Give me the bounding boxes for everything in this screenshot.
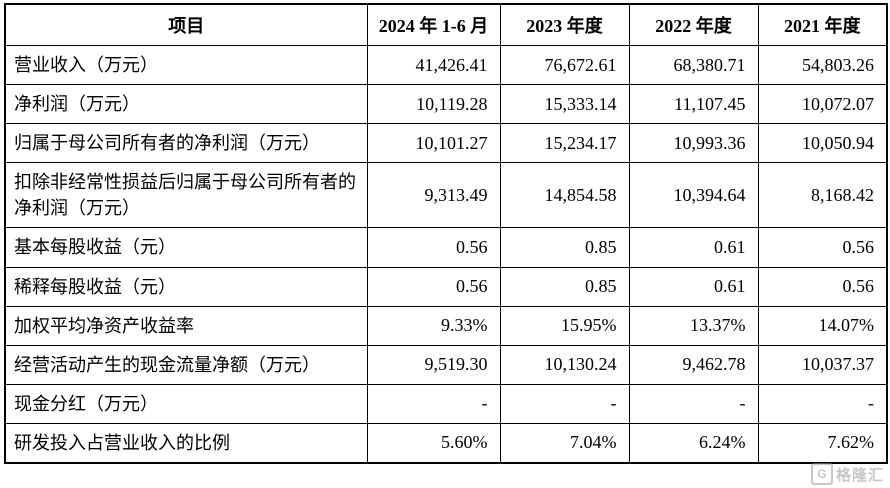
cell-value: 14.07% — [757, 305, 888, 346]
cell-value: - — [628, 383, 759, 424]
table-row: 归属于母公司所有者的净利润（万元） 10,101.27 15,234.17 10… — [4, 123, 888, 164]
cell-value: 15,234.17 — [499, 123, 630, 164]
row-label: 营业收入（万元） — [4, 44, 368, 86]
cell-value: 15.95% — [499, 305, 630, 346]
cell-value: 41,426.41 — [366, 44, 501, 86]
row-label: 经营活动产生的现金流量净额（万元） — [4, 344, 368, 385]
cell-value: - — [366, 383, 501, 424]
table-row: 基本每股收益（元） 0.56 0.85 0.61 0.56 — [4, 227, 888, 268]
row-label: 现金分红（万元） — [4, 383, 368, 424]
row-label: 加权平均净资产收益率 — [4, 305, 368, 346]
cell-value: 10,119.28 — [366, 84, 501, 125]
column-header-2024h1: 2024 年 1-6 月 — [366, 3, 501, 46]
cell-value: 9,519.30 — [366, 344, 501, 385]
table-row: 净利润（万元） 10,119.28 15,333.14 11,107.45 10… — [4, 84, 888, 125]
cell-value: 0.56 — [757, 266, 888, 307]
cell-value: - — [499, 383, 630, 424]
cell-value: - — [757, 383, 888, 424]
cell-value: 0.56 — [366, 266, 501, 307]
cell-value: 10,101.27 — [366, 123, 501, 164]
table-row: 现金分红（万元） - - - - — [4, 383, 888, 424]
cell-value: 0.56 — [757, 227, 888, 268]
watermark-text: 格隆汇 — [835, 466, 884, 484]
cell-value: 10,130.24 — [499, 344, 630, 385]
cell-value: 68,380.71 — [628, 44, 759, 86]
cell-value: 13.37% — [628, 305, 759, 346]
cell-value: 10,037.37 — [757, 344, 888, 385]
row-label: 净利润（万元） — [4, 84, 368, 125]
cell-value: 10,072.07 — [757, 84, 888, 125]
financial-summary-table: 项目 2024 年 1-6 月 2023 年度 2022 年度 2021 年度 … — [4, 3, 888, 465]
cell-value: 9,313.49 — [366, 162, 501, 229]
cell-value: 9.33% — [366, 305, 501, 346]
cell-value: 54,803.26 — [757, 44, 888, 86]
table-row: 稀释每股收益（元） 0.56 0.85 0.61 0.56 — [4, 266, 888, 307]
row-label: 基本每股收益（元） — [4, 227, 368, 268]
table-row: 经营活动产生的现金流量净额（万元） 9,519.30 10,130.24 9,4… — [4, 344, 888, 385]
cell-value: 14,854.58 — [499, 162, 630, 229]
cell-value: 15,333.14 — [499, 84, 630, 125]
table-row: 研发投入占营业收入的比例 5.60% 7.04% 6.24% 7.62% — [4, 422, 888, 464]
table-row: 营业收入（万元） 41,426.41 76,672.61 68,380.71 5… — [4, 44, 888, 86]
table-row: 加权平均净资产收益率 9.33% 15.95% 13.37% 14.07% — [4, 305, 888, 346]
column-header-2022: 2022 年度 — [628, 3, 759, 46]
cell-value: 9,462.78 — [628, 344, 759, 385]
cell-value: 0.85 — [499, 227, 630, 268]
row-label: 稀释每股收益（元） — [4, 266, 368, 307]
cell-value: 0.85 — [499, 266, 630, 307]
gelonghui-logo-icon: G — [810, 463, 833, 485]
table-row: 扣除非经常性损益后归属于母公司所有者的净利润（万元） 9,313.49 14,8… — [4, 162, 888, 229]
header-row: 项目 2024 年 1-6 月 2023 年度 2022 年度 2021 年度 — [4, 3, 888, 46]
cell-value: 8,168.42 — [757, 162, 888, 229]
cell-value: 10,050.94 — [757, 123, 888, 164]
cell-value: 10,993.36 — [628, 123, 759, 164]
cell-value: 7.62% — [757, 422, 888, 464]
row-label: 研发投入占营业收入的比例 — [4, 422, 368, 464]
row-label: 扣除非经常性损益后归属于母公司所有者的净利润（万元） — [4, 162, 368, 229]
cell-value: 76,672.61 — [499, 44, 630, 86]
watermark: G 格隆汇 — [810, 463, 884, 485]
cell-value: 5.60% — [366, 422, 501, 464]
cell-value: 0.61 — [628, 227, 759, 268]
cell-value: 0.61 — [628, 266, 759, 307]
column-header-2023: 2023 年度 — [499, 3, 630, 46]
cell-value: 10,394.64 — [628, 162, 759, 229]
row-label: 归属于母公司所有者的净利润（万元） — [4, 123, 368, 164]
cell-value: 6.24% — [628, 422, 759, 464]
page: 项目 2024 年 1-6 月 2023 年度 2022 年度 2021 年度 … — [0, 3, 890, 488]
column-header-item: 项目 — [4, 3, 368, 46]
cell-value: 0.56 — [366, 227, 501, 268]
cell-value: 7.04% — [499, 422, 630, 464]
column-header-2021: 2021 年度 — [757, 3, 888, 46]
cell-value: 11,107.45 — [628, 84, 759, 125]
